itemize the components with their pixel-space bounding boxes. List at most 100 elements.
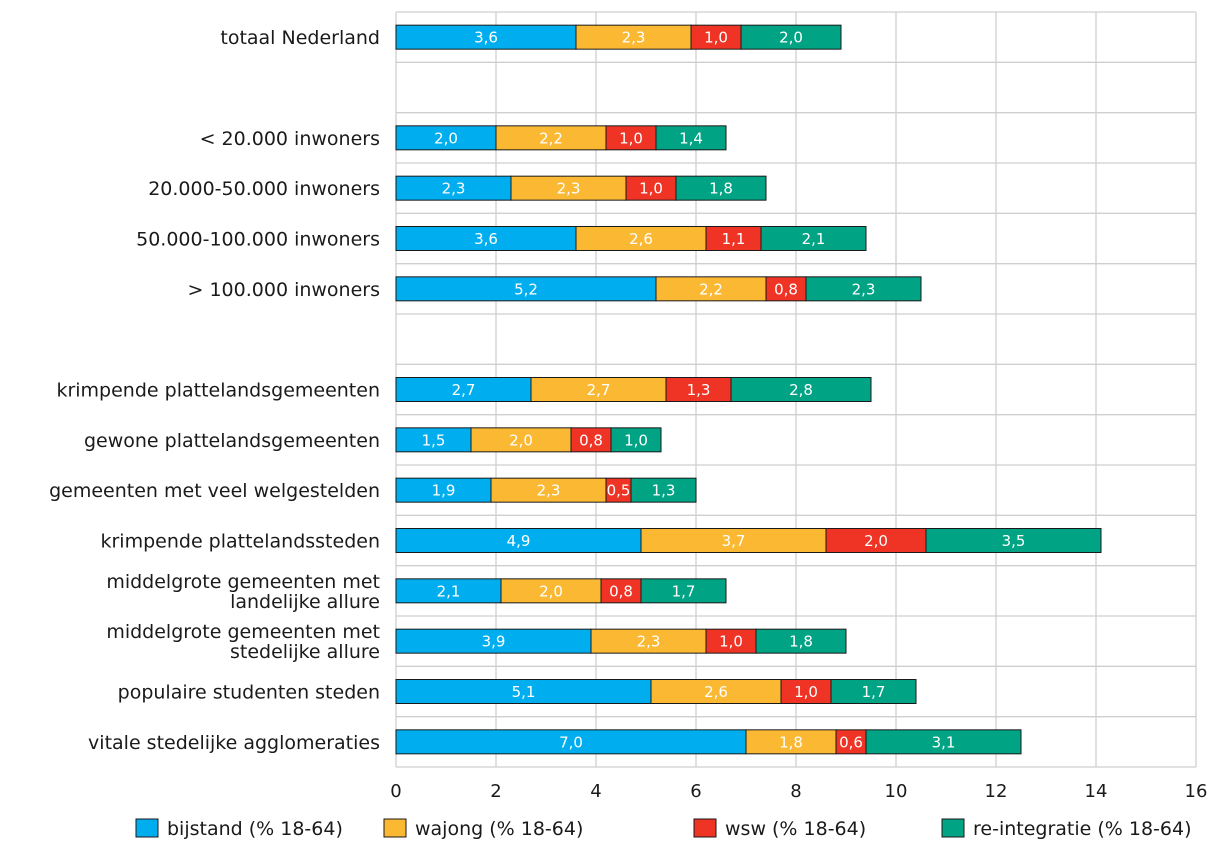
data-label: 1,0 <box>624 431 648 449</box>
category-label: krimpende plattelandsgemeenten <box>56 380 380 402</box>
data-label: 0,8 <box>774 280 798 298</box>
data-label: 2,0 <box>509 431 533 449</box>
data-label: 2,7 <box>587 381 611 399</box>
x-tick-label: 16 <box>1185 781 1207 802</box>
data-label: 2,3 <box>557 180 581 198</box>
bar-segment-wajong <box>490 477 607 503</box>
bar-segment-wajong <box>590 628 707 654</box>
bar-segment-re-integratie <box>805 276 922 302</box>
data-label: 2,3 <box>622 29 646 47</box>
data-label: 1,0 <box>794 683 818 701</box>
data-label: 1,1 <box>722 230 746 248</box>
data-label: 1,3 <box>652 482 676 500</box>
data-label: 1,7 <box>862 683 886 701</box>
legend-swatch-re-integratie <box>941 818 965 838</box>
legend-label-wajong: wajong (% 18-64) <box>415 818 583 840</box>
bar-segment-wajong <box>500 578 602 604</box>
bar-segment-re-integratie <box>830 679 917 704</box>
bar-segment-re-integratie <box>675 175 767 201</box>
data-label: 3,1 <box>932 733 956 751</box>
data-label: 2,2 <box>539 129 563 147</box>
bar-segment-wsw <box>600 578 642 604</box>
category-label: vitale stedelijke agglomeraties <box>88 732 380 754</box>
data-label: 2,0 <box>864 532 888 550</box>
legend-label-wsw: wsw (% 18-64) <box>725 818 866 840</box>
bar-segment-re-integratie <box>925 528 1102 553</box>
data-label: 0,8 <box>579 431 603 449</box>
category-labels: totaal Nederland < 20.000 inwoners 20.000-… <box>49 27 380 754</box>
bar-segment-re-integratie <box>740 24 842 50</box>
bar-segment-bijstand <box>395 528 642 553</box>
data-label: 2,1 <box>802 230 826 248</box>
data-label: 2,3 <box>442 180 466 198</box>
data-label: 7,0 <box>559 733 583 751</box>
bar-segment-bijstand <box>395 477 492 503</box>
data-label: 3,7 <box>722 532 746 550</box>
data-label: 5,2 <box>514 280 538 298</box>
data-label: 2,3 <box>537 482 561 500</box>
category-label: gemeenten met veel welgestelden <box>49 480 380 502</box>
data-label: 2,3 <box>852 280 876 298</box>
bar-segment-wsw <box>705 628 757 654</box>
category-label: krimpende plattelandssteden <box>100 531 380 553</box>
data-label: 1,8 <box>709 180 733 198</box>
data-label: 1,0 <box>639 180 663 198</box>
x-tick-label: 0 <box>390 781 401 802</box>
category-label: gewone plattelandsgemeenten <box>84 430 380 452</box>
x-axis-tick-labels: 0 2 4 6 8 10 12 14 16 <box>390 781 1207 802</box>
bar-segment-bijstand <box>395 578 502 604</box>
bar-segment-wajong <box>575 24 692 50</box>
data-label: 1,7 <box>672 582 696 600</box>
legend-swatch-wsw <box>693 818 717 838</box>
data-label: 1,0 <box>719 633 743 651</box>
bar-segment-bijstand <box>395 276 657 302</box>
bar-segment-re-integratie <box>730 377 872 402</box>
data-label: 2,3 <box>637 633 661 651</box>
data-label: 3,9 <box>482 633 506 651</box>
data-label: 1,0 <box>704 29 728 47</box>
category-label: < 20.000 inwoners <box>200 128 380 150</box>
bar-segment-wsw <box>625 175 677 201</box>
bar-segment-wsw <box>765 276 807 302</box>
data-label: 2,0 <box>434 129 458 147</box>
x-tick-label: 4 <box>590 781 601 802</box>
bar-segment-bijstand <box>395 377 532 402</box>
data-label: 0,6 <box>839 733 863 751</box>
data-label: 2,0 <box>779 29 803 47</box>
legend-swatch-bijstand <box>135 818 159 838</box>
bar-segment-re-integratie <box>640 578 727 604</box>
bar-segment-wsw <box>605 125 657 151</box>
legend-swatch-wajong <box>383 818 407 838</box>
bar-segment-wsw <box>835 729 867 755</box>
data-label: 1,9 <box>432 482 456 500</box>
data-label: 0,5 <box>607 482 631 500</box>
bar-segment-wsw <box>690 24 742 50</box>
bar-segment-wsw <box>570 427 612 453</box>
data-label: 3,6 <box>474 29 498 47</box>
data-label: 1,8 <box>789 633 813 651</box>
bar-segment-bijstand <box>395 628 592 654</box>
x-tick-label: 8 <box>790 781 801 802</box>
category-label: middelgrote gemeenten met <box>106 621 380 643</box>
bar-segment-re-integratie <box>865 729 1022 755</box>
bar-segment-wajong <box>575 226 707 251</box>
bar-segment-wsw <box>705 226 762 251</box>
data-label: 3,6 <box>474 230 498 248</box>
data-label: 2,1 <box>437 582 461 600</box>
bars: 3,6 2,3 1,0 2,0 2,0 2,2 1,0 1,4 2,3 2,3 1,0 1,8 3,6 2… <box>395 24 1102 755</box>
category-label: stedelijke allure <box>230 641 380 663</box>
bar-segment-wajong <box>640 528 827 553</box>
bar-segment-wajong <box>510 175 627 201</box>
bar-segment-re-integratie <box>630 477 697 503</box>
bar-segment-re-integratie <box>655 125 727 151</box>
data-label: 1,0 <box>619 129 643 147</box>
bar-segment-wajong <box>655 276 767 302</box>
bar-segment-re-integratie <box>760 226 867 251</box>
data-label: 1,3 <box>687 381 711 399</box>
category-label: middelgrote gemeenten met <box>106 571 380 593</box>
category-label: > 100.000 inwoners <box>188 279 381 301</box>
data-label: 2,7 <box>452 381 476 399</box>
data-label: 1,8 <box>779 733 803 751</box>
grid-lines <box>395 11 1197 768</box>
legend-label-re-integratie: re-integratie (% 18-64) <box>973 818 1192 840</box>
